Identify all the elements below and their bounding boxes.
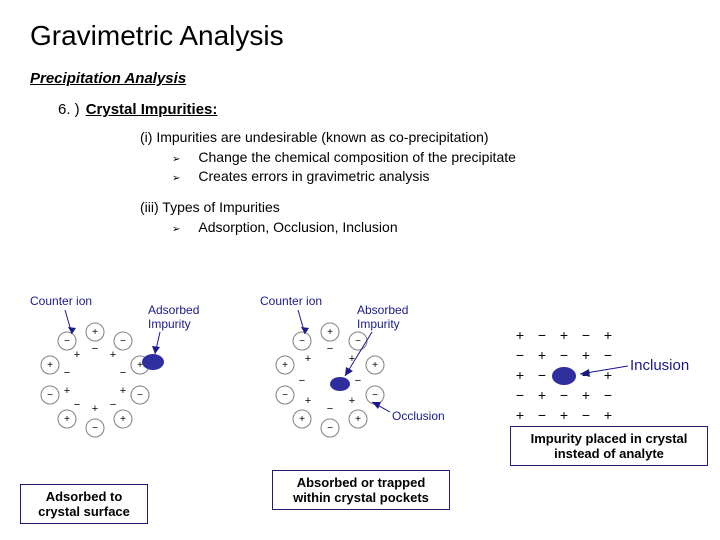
svg-text:+: +: [560, 407, 568, 423]
subtitle: Precipitation Analysis: [30, 70, 690, 87]
svg-text:+: +: [560, 327, 568, 343]
svg-text:+: +: [538, 347, 546, 363]
caption-mid-l2: within crystal pockets: [293, 490, 429, 505]
svg-text:+: +: [120, 385, 126, 397]
adsorbed-impurity-label-l2: Impurity: [148, 317, 191, 331]
part-i-bullet-1: ➢ Change the chemical composition of the…: [172, 148, 690, 167]
svg-text:−: −: [110, 399, 116, 411]
counter-ion-label-2: Counter ion: [260, 294, 322, 308]
bullet-text: Creates errors in gravimetric analysis: [198, 167, 429, 186]
svg-text:+: +: [64, 414, 70, 425]
svg-text:+: +: [538, 387, 546, 403]
part-i-lead: (i) Impurities are undesirable (known as…: [140, 128, 690, 147]
svg-text:−: −: [299, 336, 305, 347]
svg-text:−: −: [560, 347, 568, 363]
svg-text:+: +: [305, 395, 311, 407]
svg-text:−: −: [538, 367, 546, 383]
absorbed-impurity-label-l1: Absorbed: [357, 303, 408, 317]
svg-text:+: +: [299, 414, 305, 425]
caption-left: Adsorbed to crystal surface: [20, 484, 148, 524]
part-iii-lead: (iii) Types of Impurities: [140, 198, 690, 217]
svg-text:−: −: [516, 387, 524, 403]
svg-text:−: −: [299, 375, 305, 387]
svg-text:−: −: [74, 399, 80, 411]
svg-text:+: +: [92, 403, 98, 415]
svg-text:+: +: [582, 387, 590, 403]
bullet-icon: ➢: [172, 172, 180, 186]
svg-text:−: −: [538, 327, 546, 343]
svg-text:−: −: [582, 327, 590, 343]
svg-text:+: +: [349, 395, 355, 407]
svg-text:−: −: [137, 390, 143, 401]
svg-text:+: +: [355, 414, 361, 425]
svg-text:+: +: [516, 367, 524, 383]
svg-text:+: +: [327, 327, 333, 338]
adsorbed-impurity-label-l1: Adsorbed: [148, 303, 199, 317]
svg-text:+: +: [110, 349, 116, 361]
svg-text:+: +: [282, 360, 288, 371]
bullet-icon: ➢: [172, 223, 180, 237]
part-iii-bullet-1: ➢ Adsorption, Occlusion, Inclusion: [172, 218, 690, 237]
svg-text:+: +: [582, 347, 590, 363]
section-number: 6. ): [58, 101, 80, 118]
bullet-text: Adsorption, Occlusion, Inclusion: [198, 218, 397, 237]
section-heading: 6. ) Crystal Impurities:: [58, 101, 690, 118]
svg-text:+: +: [604, 407, 612, 423]
occlusion-label: Occlusion: [392, 409, 445, 423]
caption-right: Impurity placed in crystal instead of an…: [510, 426, 708, 466]
svg-text:−: −: [372, 390, 378, 401]
absorbed-impurity-label-l2: Impurity: [357, 317, 400, 331]
svg-text:+: +: [92, 327, 98, 338]
svg-text:−: −: [120, 367, 126, 379]
svg-text:−: −: [582, 407, 590, 423]
caption-right-l1: Impurity placed in crystal: [531, 431, 688, 446]
caption-mid: Absorbed or trapped within crystal pocke…: [272, 470, 450, 510]
svg-text:+: +: [604, 327, 612, 343]
bullet-icon: ➢: [172, 153, 180, 167]
svg-text:−: −: [538, 407, 546, 423]
svg-text:−: −: [604, 387, 612, 403]
svg-text:−: −: [327, 343, 333, 355]
svg-text:+: +: [74, 349, 80, 361]
caption-right-l2: instead of analyte: [554, 446, 664, 461]
svg-text:−: −: [64, 336, 70, 347]
svg-text:+: +: [516, 407, 524, 423]
part-i-bullet-2: ➢ Creates errors in gravimetric analysis: [172, 167, 690, 186]
section-title: Crystal Impurities:: [86, 101, 218, 118]
svg-text:+: +: [372, 360, 378, 371]
svg-text:−: −: [327, 403, 333, 415]
svg-text:−: −: [604, 347, 612, 363]
svg-text:+: +: [64, 385, 70, 397]
part-iii: (iii) Types of Impurities ➢ Adsorption, …: [140, 198, 690, 237]
inclusion-label: Inclusion: [630, 357, 689, 374]
svg-text:−: −: [92, 423, 98, 434]
bullet-text: Change the chemical composition of the p…: [198, 148, 516, 167]
svg-text:−: −: [47, 390, 53, 401]
svg-text:+: +: [47, 360, 53, 371]
caption-left-l1: Adsorbed to: [46, 489, 123, 504]
svg-text:−: −: [282, 390, 288, 401]
svg-text:−: −: [120, 336, 126, 347]
caption-mid-l1: Absorbed or trapped: [297, 475, 426, 490]
part-i: (i) Impurities are undesirable (known as…: [140, 128, 690, 186]
svg-text:+: +: [516, 327, 524, 343]
svg-text:−: −: [355, 336, 361, 347]
svg-text:−: −: [92, 343, 98, 355]
svg-text:+: +: [120, 414, 126, 425]
svg-text:−: −: [516, 347, 524, 363]
svg-text:+: +: [349, 353, 355, 365]
svg-text:−: −: [560, 387, 568, 403]
svg-text:−: −: [64, 367, 70, 379]
svg-text:−: −: [327, 423, 333, 434]
page-title: Gravimetric Analysis: [30, 20, 690, 52]
svg-text:−: −: [355, 375, 361, 387]
svg-text:+: +: [305, 353, 311, 365]
counter-ion-label: Counter ion: [30, 294, 92, 308]
caption-left-l2: crystal surface: [38, 504, 130, 519]
